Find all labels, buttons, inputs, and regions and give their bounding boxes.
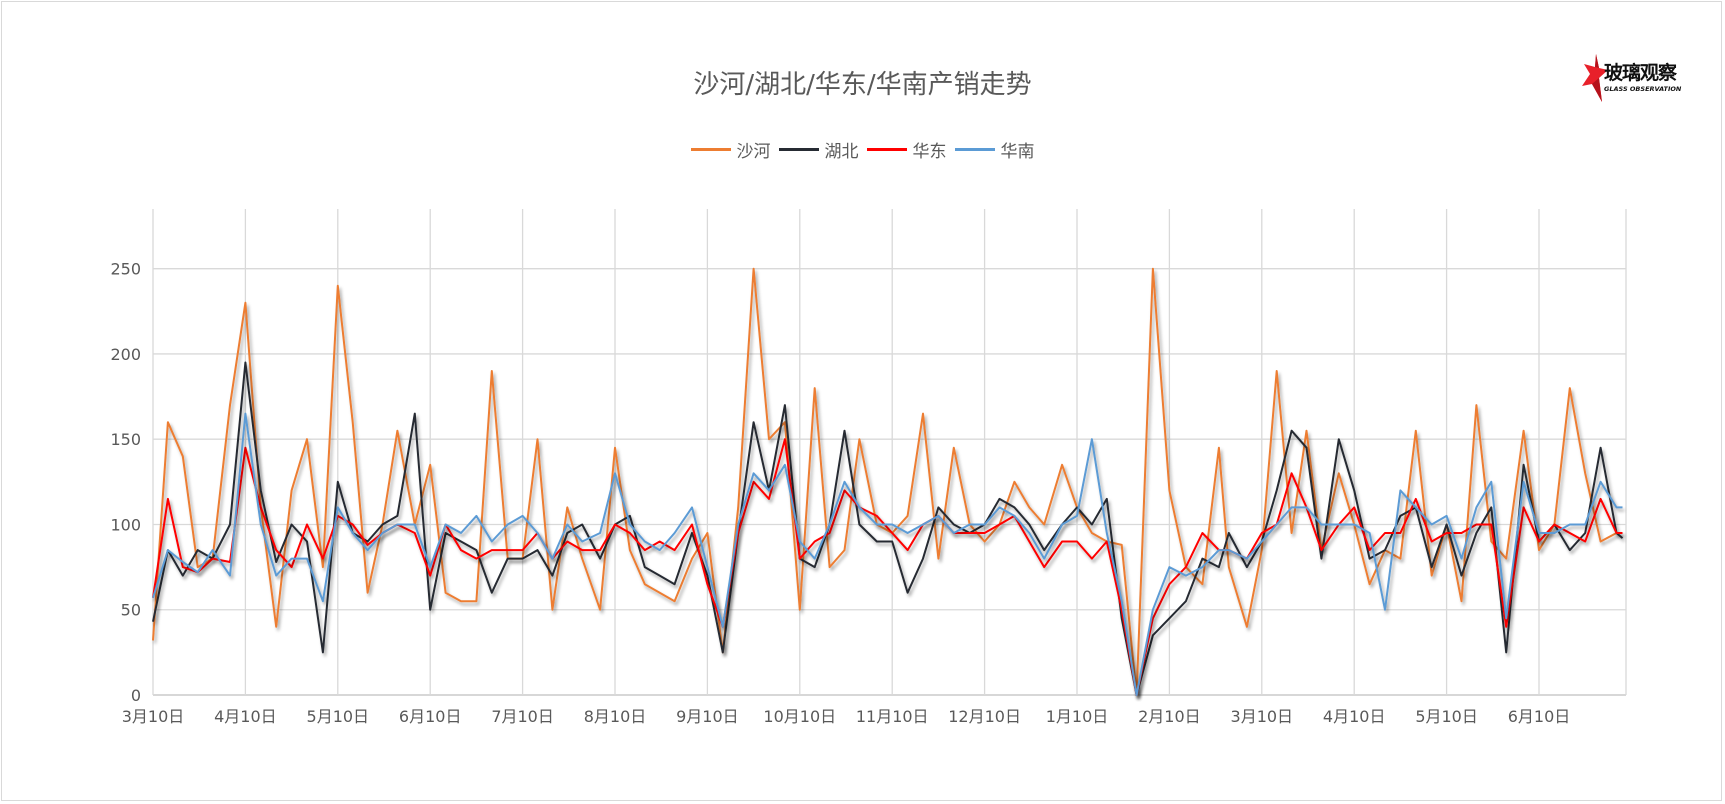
x-tick-label: 4月10日	[214, 707, 277, 726]
y-tick-label: 200	[110, 345, 141, 364]
series-line-shahe[interactable]	[152, 267, 1623, 696]
series-line-hubei[interactable]	[152, 361, 1624, 696]
legend-label: 华东	[912, 142, 947, 162]
legend-swatch-hubei	[778, 148, 819, 151]
legend-swatch-huadong	[866, 148, 907, 151]
legend-item-shahe[interactable]: 沙河	[690, 137, 771, 162]
legend-item-hubei[interactable]: 湖北	[778, 137, 859, 162]
y-tick-label: 100	[110, 515, 141, 534]
x-tick-label: 10月10日	[763, 707, 836, 726]
chart-title: 沙河/湖北/华东/华南产销走势	[693, 70, 1032, 100]
x-tick-label: 5月10日	[1415, 707, 1478, 726]
x-tick-label: 3月10日	[1231, 707, 1294, 726]
legend: 沙河 湖北 华东 华南	[0, 137, 1725, 162]
x-tick-label: 12月10日	[948, 707, 1021, 726]
legend-swatch-shahe	[690, 148, 731, 151]
series-line-huanan[interactable]	[152, 412, 1623, 696]
x-tick-label: 5月10日	[307, 707, 370, 726]
red-star-icon	[1582, 54, 1608, 102]
x-tick-label: 4月10日	[1323, 707, 1386, 726]
x-tick-label: 3月10日	[122, 707, 185, 726]
legend-label: 华南	[1000, 142, 1035, 162]
logo-text-en: GLASS OBSERVATION	[1604, 85, 1682, 93]
x-tick-label: 1月10日	[1046, 707, 1109, 726]
y-tick-label: 0	[131, 686, 141, 705]
legend-label: 沙河	[736, 142, 771, 162]
legend-swatch-huanan	[954, 148, 995, 151]
glass-observation-logo: 玻璃观察 GLASS OBSERVATION	[1582, 52, 1702, 107]
x-tick-label: 6月10日	[1508, 707, 1571, 726]
legend-item-huadong[interactable]: 华东	[866, 137, 947, 162]
x-tick-label: 11月10日	[856, 707, 929, 726]
y-tick-label: 150	[110, 430, 141, 449]
legend-label: 湖北	[824, 142, 859, 162]
x-tick-label: 7月10日	[491, 707, 554, 726]
x-tick-label: 6月10日	[399, 707, 462, 726]
y-tick-label: 50	[121, 601, 141, 620]
x-tick-label: 8月10日	[584, 707, 647, 726]
x-tick-label: 2月10日	[1138, 707, 1201, 726]
x-tick-label: 9月10日	[676, 707, 739, 726]
logo-text-cn: 玻璃观察	[1604, 62, 1677, 84]
legend-item-huanan[interactable]: 华南	[954, 137, 1035, 162]
y-tick-label: 250	[110, 260, 141, 279]
